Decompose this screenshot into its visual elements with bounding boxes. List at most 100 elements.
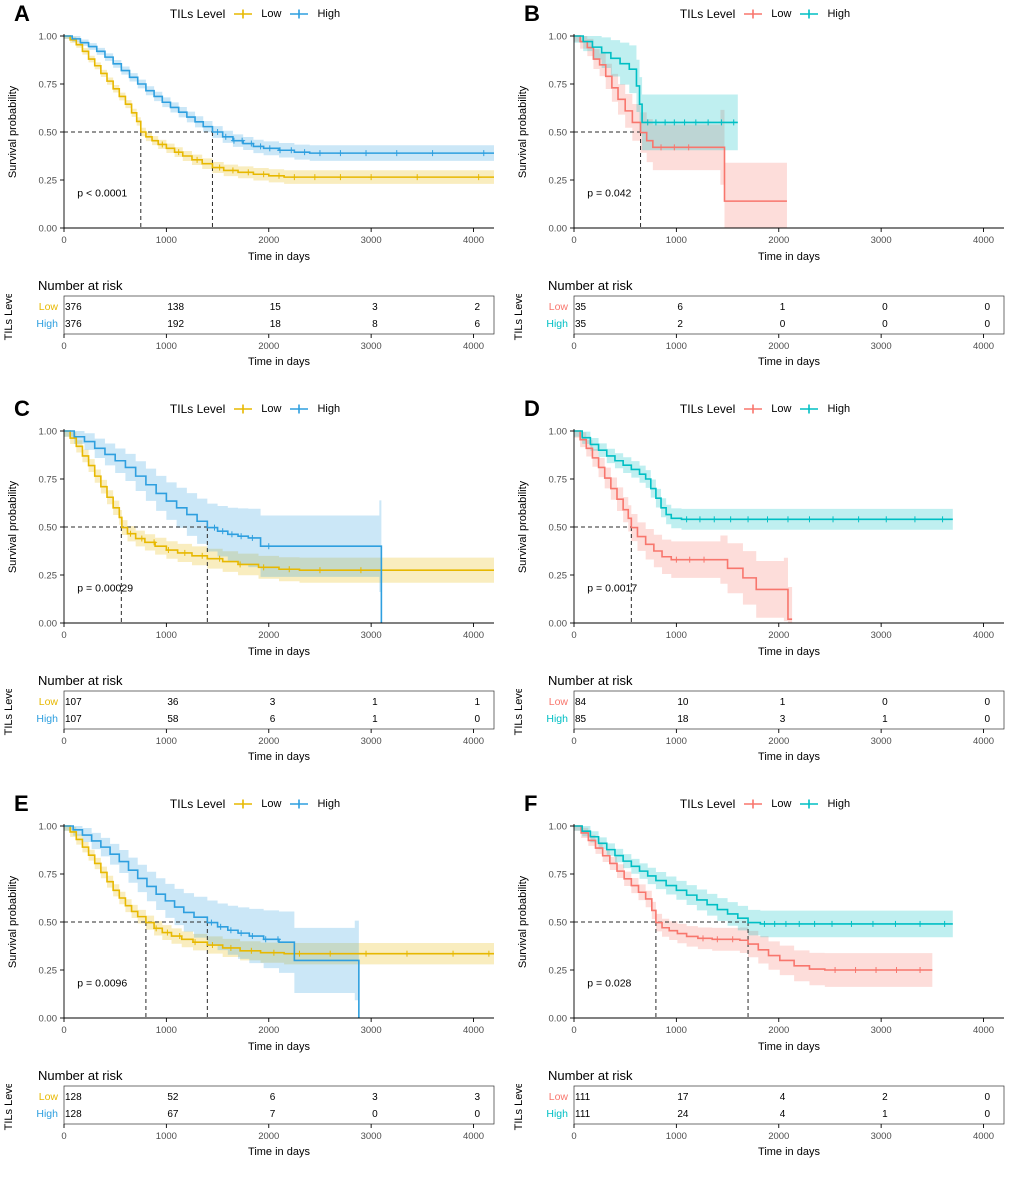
y-tick-label: 0.75 <box>39 869 58 880</box>
legend-title: TILs Level <box>679 797 736 811</box>
risk-count: 128 <box>65 1109 82 1120</box>
risk-count: 52 <box>167 1092 179 1103</box>
x-tick-label: 2000 <box>258 235 279 246</box>
x-tick-label: 4000 <box>463 341 484 352</box>
risk-count: 10 <box>677 697 689 708</box>
confidence-band-high <box>574 36 738 180</box>
survival-curve-high <box>574 35 738 124</box>
x-tick-label: 1000 <box>666 736 687 747</box>
legend: TILs Level Low High <box>510 793 1020 811</box>
survival-curve-high <box>574 825 953 925</box>
y-tick-label: 0.75 <box>39 79 58 90</box>
risk-row-label: High <box>36 318 58 330</box>
risk-row-label: Low <box>549 301 569 313</box>
risk-count: 0 <box>882 697 888 708</box>
risk-count: 36 <box>167 697 179 708</box>
y-tick-label: 0.25 <box>39 570 58 581</box>
x-axis-title: Time in days <box>758 1146 820 1158</box>
panel-letter: E <box>14 791 29 816</box>
risk-count: 0 <box>985 1092 991 1103</box>
legend-label-low: Low <box>261 8 282 20</box>
panel-e: E TILs Level Low High p = 0.0096 1.00 0.75… <box>0 790 510 1185</box>
risk-table-title: Number at risk <box>548 1068 633 1083</box>
km-survival-plot: p = 0.00029 1.00 0.75 0.50 0.25 0.000 1000 2000… <box>7 426 494 658</box>
p-value-label: p = 0.042 <box>587 187 631 199</box>
x-tick-label: 0 <box>571 630 576 641</box>
x-tick-label: 1000 <box>666 235 687 246</box>
legend-label-high: High <box>827 798 851 810</box>
risk-count: 107 <box>65 714 82 725</box>
risk-count: 3 <box>475 1092 481 1103</box>
p-value-label: p = 0.028 <box>587 977 631 989</box>
x-axis-title: Time in days <box>758 646 820 658</box>
x-axis-title: Time in days <box>248 1146 310 1158</box>
risk-count: 18 <box>677 714 689 725</box>
x-tick-label: 4000 <box>463 736 484 747</box>
survival-curve-low <box>64 825 494 955</box>
km-survival-plot: p = 0.0017 1.00 0.75 0.50 0.25 0.000 1000 2000 3… <box>517 426 1004 658</box>
x-tick-label: 1000 <box>666 1131 687 1142</box>
legend-high-key-icon <box>288 798 310 810</box>
legend: TILs Level Low High <box>0 398 510 416</box>
panel-header: C TILs Level Low High <box>0 396 510 421</box>
survival-curve-high <box>64 35 494 154</box>
x-tick-label: 2000 <box>258 736 279 747</box>
legend-label-low: Low <box>261 403 282 415</box>
risk-count: 2 <box>882 1092 888 1103</box>
panel-header: D TILs Level Low High <box>510 396 1020 421</box>
risk-row-label: Low <box>549 696 569 708</box>
risk-count: 6 <box>677 302 683 313</box>
y-tick-label: 0.00 <box>39 223 58 234</box>
risk-row-label: Low <box>39 301 59 313</box>
panel-header: A TILs Level Low High <box>0 1 510 26</box>
x-tick-label: 2000 <box>258 1025 279 1036</box>
risk-table-title: Number at risk <box>38 673 123 688</box>
risk-count: 1 <box>882 1109 888 1120</box>
y-tick-label: 0.75 <box>549 474 568 485</box>
x-tick-label: 4000 <box>463 235 484 246</box>
risk-count: 1 <box>372 714 378 725</box>
x-tick-label: 2000 <box>768 1025 789 1036</box>
number-at-risk-table: Low 107 36 3 1 1 High 107 58 6 1 0 TILs Level 0 1000 20… <box>3 689 495 763</box>
x-tick-label: 4000 <box>973 630 994 641</box>
legend-title: TILs Level <box>679 402 736 416</box>
x-tick-label: 0 <box>571 1025 576 1036</box>
risk-count: 1 <box>372 697 378 708</box>
risk-row-label: Low <box>39 1091 59 1103</box>
risk-row-label: High <box>546 1108 568 1120</box>
x-tick-label: 4000 <box>973 736 994 747</box>
y-tick-label: 0.00 <box>39 618 58 629</box>
x-tick-label: 0 <box>571 235 576 246</box>
x-axis-title: Time in days <box>758 1041 820 1053</box>
x-axis-title: Time in days <box>248 356 310 368</box>
p-value-label: p = 0.00029 <box>77 582 133 594</box>
risk-count: 111 <box>575 1109 591 1120</box>
x-tick-label: 0 <box>571 1131 576 1142</box>
risk-count: 8 <box>372 319 378 330</box>
risk-count: 0 <box>985 319 991 330</box>
risk-count: 138 <box>167 302 184 313</box>
y-axis-title: Survival probability <box>7 85 19 178</box>
legend-low-key-icon <box>232 798 254 810</box>
confidence-band-low <box>574 36 787 228</box>
x-axis-title: Time in days <box>758 356 820 368</box>
x-tick-label: 3000 <box>871 1025 892 1036</box>
y-tick-label: 0.50 <box>549 127 568 138</box>
x-tick-label: 4000 <box>973 341 994 352</box>
panel-c: C TILs Level Low High p = 0.00029 1.00 0.7… <box>0 395 510 790</box>
x-tick-label: 0 <box>61 736 66 747</box>
x-tick-label: 3000 <box>361 235 382 246</box>
x-tick-label: 4000 <box>973 235 994 246</box>
risk-count: 17 <box>677 1092 689 1103</box>
x-tick-label: 3000 <box>871 1131 892 1142</box>
legend-label-high: High <box>317 798 341 810</box>
risk-count: 3 <box>372 302 378 313</box>
risk-count: 67 <box>167 1109 179 1120</box>
legend-label-low: Low <box>771 403 792 415</box>
risk-y-axis-title: TILs Level <box>513 294 525 340</box>
legend-low-key-icon <box>742 403 764 415</box>
risk-count: 128 <box>65 1092 82 1103</box>
panel-letter: A <box>14 1 30 26</box>
x-tick-label: 1000 <box>666 1025 687 1036</box>
